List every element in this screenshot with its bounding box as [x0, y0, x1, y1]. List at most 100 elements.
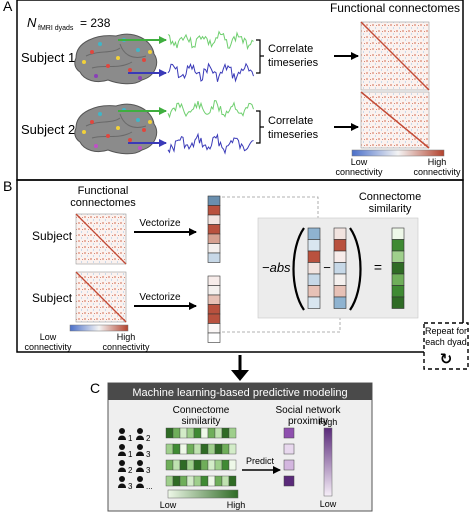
similarity-scale	[167, 489, 239, 499]
panel-a-subject1-label: Subject 1	[21, 50, 75, 65]
similarity-cell	[179, 427, 188, 439]
vector-cell	[333, 250, 347, 263]
panel-c-box	[107, 382, 373, 512]
bracket-1	[256, 39, 264, 74]
person-icon	[118, 428, 126, 440]
similarity-cell	[200, 443, 209, 455]
similarity-scale-low: Low	[160, 500, 177, 510]
panel-a-heading: Functional connectomes	[330, 1, 460, 15]
formula-left-paren	[292, 227, 305, 311]
legend-b-low-2: connectivity	[24, 342, 72, 352]
dyad-index-b: ...	[146, 482, 153, 491]
similarity-cell	[221, 443, 230, 455]
legend-a-low-1: Low	[351, 157, 368, 167]
timeseries-blue-1	[167, 62, 254, 83]
person-icon	[136, 444, 144, 456]
similarity-cell	[172, 443, 181, 455]
panel-c-proximity-2: proximity	[288, 416, 328, 427]
vector-cell	[207, 275, 221, 286]
vector-cell	[207, 195, 221, 206]
similarity-cell	[228, 427, 237, 439]
vector-cell	[207, 294, 221, 305]
vector-cell	[391, 273, 405, 286]
repeat-label-1: Repeat for	[425, 326, 467, 336]
connectome-matrix-1	[360, 21, 430, 91]
vector-cell	[207, 224, 221, 235]
panel-c-title: Machine learning-based predictive modeli…	[132, 387, 347, 399]
dyad-index-b: 3	[146, 466, 151, 475]
vector-cell	[207, 285, 221, 296]
panel-b-letter: B	[3, 178, 12, 194]
timeseries-green-2	[167, 100, 254, 119]
similarity-cell	[179, 459, 188, 471]
similarity-cell	[193, 427, 202, 439]
similarity-cell	[165, 475, 174, 487]
panel-c-similarity-2: similarity	[182, 416, 221, 427]
similarity-cell	[165, 443, 174, 455]
similarity-cell	[207, 443, 216, 455]
vector-cell	[333, 273, 347, 286]
formula-right-paren	[349, 227, 362, 311]
formula-minus: −	[323, 260, 331, 275]
legend-b-high-1: High	[117, 332, 136, 342]
formula-vector-2	[333, 227, 347, 309]
panel-a-letter: A	[3, 0, 13, 14]
person-icon	[118, 476, 126, 488]
panel-b-heading-2: connectomes	[70, 197, 136, 209]
vector-cell	[391, 250, 405, 263]
similarity-cell	[214, 443, 223, 455]
similarity-cell	[221, 427, 230, 439]
similarity-cell	[221, 459, 230, 471]
vector-cell	[391, 227, 405, 240]
n-value: = 238	[80, 16, 111, 30]
similarity-cell	[228, 443, 237, 455]
vector-cell	[207, 332, 221, 343]
panel-c: C Machine learning-based predictive mode…	[90, 380, 373, 512]
vector-cell	[391, 285, 405, 298]
similarity-cell	[193, 475, 202, 487]
predict-label: Predict	[246, 456, 275, 466]
proximity-cell	[283, 443, 295, 455]
connector-vector2	[222, 312, 341, 333]
legend-b-high-2: connectivity	[102, 342, 150, 352]
connector-vector1	[222, 196, 319, 228]
vector-cell	[391, 296, 405, 309]
similarity-cell	[200, 459, 209, 471]
vector-cell	[207, 313, 221, 324]
legend-a-high-1: High	[428, 157, 447, 167]
proximity-cell	[283, 459, 295, 471]
similarity-cell	[186, 475, 195, 487]
similarity-cell	[179, 475, 188, 487]
proximity-scale	[323, 427, 333, 497]
vector-cell	[391, 239, 405, 252]
vector-cell	[333, 227, 347, 240]
connectivity-colorbar-b	[69, 324, 129, 332]
vector-cell	[207, 323, 221, 334]
person-icon	[118, 460, 126, 472]
vector-cell	[307, 250, 321, 263]
dyad-index-a: 3	[128, 482, 133, 491]
vector-cell	[333, 239, 347, 252]
person-icon	[136, 476, 144, 488]
similarity-cell	[228, 475, 237, 487]
vector-cell	[207, 252, 221, 263]
vector-cell	[333, 296, 347, 309]
repeat-icon: ↻	[440, 351, 453, 368]
vector-cell	[207, 205, 221, 216]
similarity-cell	[193, 443, 202, 455]
formula-prefix: −abs	[262, 260, 291, 275]
similarity-cell	[165, 459, 174, 471]
similarity-cell	[207, 427, 216, 439]
connectome-matrix-b1	[75, 213, 127, 265]
vector-cell	[307, 285, 321, 298]
legend-a-high-2: connectivity	[413, 167, 461, 177]
vector-cell	[391, 262, 405, 275]
vector-cell	[207, 304, 221, 315]
correlate-label-1b: timeseries	[268, 57, 319, 69]
correlate-label-2a: Correlate	[268, 115, 313, 127]
brain-icon	[74, 103, 158, 155]
dyad-rows: 1 2 1 3 2 3 3...	[118, 427, 295, 491]
proximity-cell	[283, 475, 295, 487]
similarity-cell	[214, 475, 223, 487]
